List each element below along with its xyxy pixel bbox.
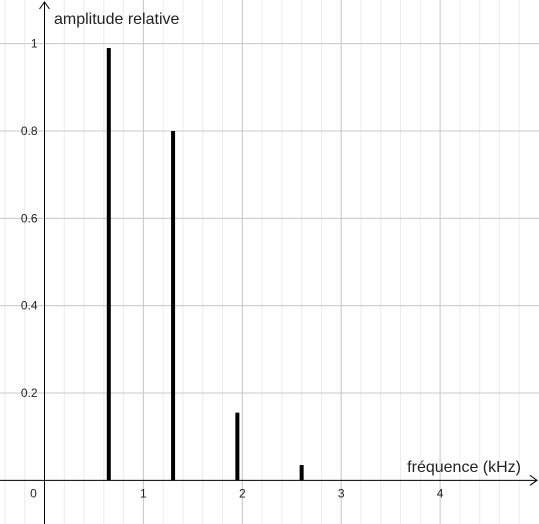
y-tick-label: 0.6 — [21, 211, 38, 225]
x-axis-arrow — [529, 474, 538, 486]
bar — [171, 131, 176, 481]
x-tick-label: 4 — [437, 486, 444, 500]
y-tick-label: 0.8 — [21, 124, 38, 138]
x-axis-label: fréquence (kHz) — [407, 459, 521, 476]
bar — [106, 48, 111, 481]
y-tick-label: 1 — [31, 37, 38, 51]
bar — [299, 465, 304, 481]
bar — [235, 412, 240, 481]
x-tick-label: 2 — [239, 486, 246, 500]
x-tick-label: 1 — [140, 486, 147, 500]
bars — [106, 48, 304, 481]
tick-labels: 1 2 3 4 0.2 0.4 0.6 0.8 1 0 — [21, 37, 444, 501]
y-axis-arrow — [39, 1, 50, 10]
x-tick-label: 3 — [338, 486, 345, 500]
y-axis-label: amplitude relative — [54, 11, 180, 28]
y-tick-label: 0.4 — [21, 299, 38, 313]
origin-label: 0 — [30, 486, 37, 500]
y-tick-label: 0.2 — [21, 386, 38, 400]
